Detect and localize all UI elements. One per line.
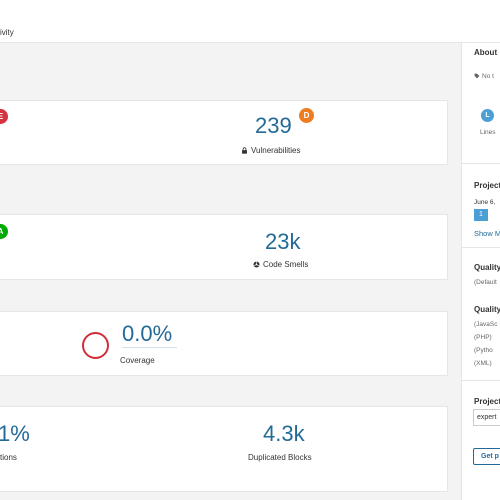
coverage-donut-icon xyxy=(82,332,109,359)
sidebar-divider xyxy=(462,247,500,248)
quality-profile-item[interactable]: (XML) xyxy=(474,360,492,367)
duplicated-blocks-label: Duplicated Blocks xyxy=(248,453,312,462)
coverage-label: Coverage xyxy=(120,356,155,365)
project-sidebar: About No t L Lines Project June 6, 1 Sho… xyxy=(461,43,500,500)
sidebar-divider xyxy=(462,380,500,381)
get-project-button[interactable]: Get p xyxy=(473,448,500,465)
top-bar: ivity xyxy=(0,0,500,43)
lock-icon xyxy=(242,147,247,154)
coverage-card: 0.0% Coverage xyxy=(0,311,448,376)
code-smell-icon xyxy=(253,261,260,268)
security-card: E 239 D Vulnerabilities xyxy=(0,100,448,165)
duplications-percent-value[interactable]: 1% xyxy=(0,421,30,446)
code-smells-label-text: Code Smells xyxy=(263,260,309,269)
lines-badge: L xyxy=(481,109,494,122)
show-more-link[interactable]: Show M xyxy=(474,229,500,238)
security-rating-badge[interactable]: E xyxy=(0,109,8,124)
vulnerabilities-label-text: Vulnerabilities xyxy=(251,146,301,155)
quality-profile-item[interactable]: (PHP) xyxy=(474,334,492,341)
quality-profiles-title: Quality xyxy=(474,305,500,314)
code-smells-value[interactable]: 23k xyxy=(265,229,301,254)
project-key-input[interactable]: expert xyxy=(473,409,500,426)
project-key-title: Project xyxy=(474,397,500,406)
project-key-text: expert xyxy=(477,414,497,421)
maintainability-rating-badge[interactable]: A xyxy=(0,224,8,239)
about-title: About xyxy=(474,48,498,57)
code-smells-label: Code Smells xyxy=(253,260,308,269)
vulnerabilities-value[interactable]: 239 xyxy=(255,113,292,138)
main-content: E 239 D Vulnerabilities A 23k Code Smell… xyxy=(0,43,460,500)
vulnerabilities-label: Vulnerabilities xyxy=(241,146,301,155)
quality-gate-title: Quality xyxy=(474,263,500,272)
quality-profile-item[interactable]: (JavaSc xyxy=(474,321,498,328)
tab-activity[interactable]: ivity xyxy=(0,28,14,37)
tag-icon xyxy=(474,73,480,79)
lines-label: Lines xyxy=(480,129,496,136)
no-tags-text: No t xyxy=(474,73,494,80)
vulnerabilities-rating-badge[interactable]: D xyxy=(299,108,314,123)
get-project-button-label: Get p xyxy=(481,453,499,460)
coverage-value-underline xyxy=(122,347,177,348)
duplications-percent-label: tions xyxy=(0,453,17,462)
project-activity-title: Project xyxy=(474,181,500,190)
activity-version-badge[interactable]: 1 xyxy=(474,209,488,221)
quality-profile-item[interactable]: (Pytho xyxy=(474,347,493,354)
duplicated-blocks-value[interactable]: 4.3k xyxy=(263,421,305,446)
sidebar-divider xyxy=(462,163,500,164)
no-tags-label: No t xyxy=(482,73,494,80)
activity-date: June 6, xyxy=(474,199,496,206)
maintainability-card: A 23k Code Smells xyxy=(0,214,448,280)
coverage-value[interactable]: 0.0% xyxy=(122,321,173,346)
activity-version-text: 1 xyxy=(479,211,483,218)
quality-gate-value[interactable]: (Default xyxy=(474,279,497,286)
duplications-card: 1% tions 4.3k Duplicated Blocks xyxy=(0,406,448,492)
